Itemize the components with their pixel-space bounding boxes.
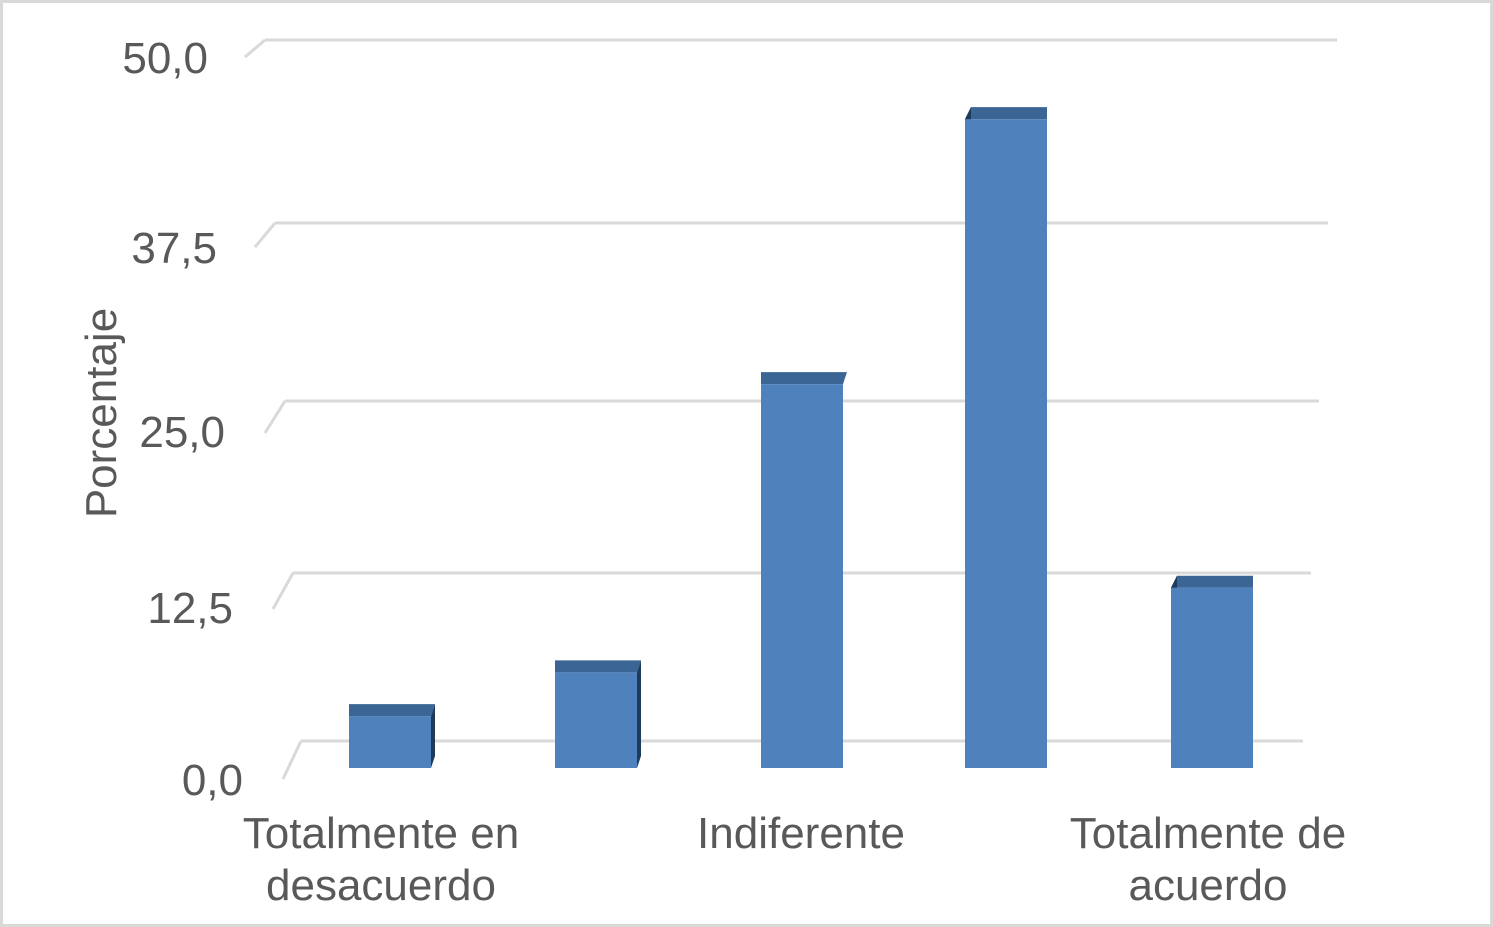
bar-side (637, 660, 641, 768)
bar-side (431, 704, 435, 768)
x-category-label: acuerdo (1128, 861, 1287, 910)
x-category-label: Totalmente en (243, 809, 519, 858)
y-tick-label: 12,5 (147, 584, 233, 633)
bar (349, 704, 435, 768)
x-category-label: Totalmente de (1070, 809, 1346, 858)
bar (761, 372, 847, 768)
gridline (253, 221, 1328, 248)
gridline (244, 38, 1337, 59)
bar-top (965, 107, 1047, 120)
bar-front (555, 672, 637, 768)
x-category-label: Indiferente (697, 809, 905, 858)
bar-front (1171, 587, 1253, 768)
bar (965, 107, 1047, 768)
bar (555, 660, 641, 768)
y-tick-label: 37,5 (131, 224, 217, 273)
bar-front (349, 716, 431, 768)
x-category-label: desacuerdo (266, 861, 496, 910)
y-axis-title: Porcentaje (77, 308, 126, 518)
bar-top (761, 372, 847, 385)
bars (349, 107, 1253, 768)
bar-front (965, 119, 1047, 768)
y-tick-label: 25,0 (139, 408, 225, 457)
y-tick-labels: 0,0 12,5 25,0 37,5 50,0 (122, 34, 243, 805)
y-tick-label: 50,0 (122, 34, 208, 83)
bar-top (555, 660, 641, 673)
y-tick-label: 0,0 (182, 756, 243, 805)
bar-chart: 0,0 12,5 25,0 37,5 50,0 Totalmente endesacue… (77, 34, 1346, 910)
bar-front (761, 384, 843, 768)
bar-top (1171, 575, 1253, 588)
bar-top (349, 704, 435, 717)
bar (1171, 575, 1253, 768)
